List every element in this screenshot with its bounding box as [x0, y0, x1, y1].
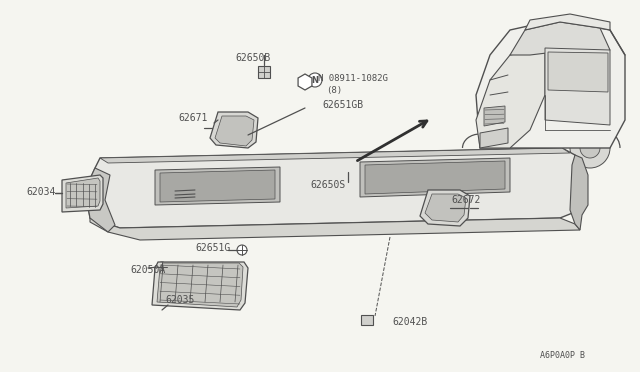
Polygon shape: [155, 167, 280, 205]
Text: 62650S: 62650S: [310, 180, 345, 190]
Circle shape: [225, 125, 234, 135]
Text: 62034: 62034: [26, 187, 56, 197]
Circle shape: [362, 317, 369, 324]
Polygon shape: [85, 168, 115, 232]
Polygon shape: [100, 148, 570, 163]
Polygon shape: [480, 128, 508, 148]
Text: 62672: 62672: [451, 195, 481, 205]
Text: N 08911-1082G: N 08911-1082G: [318, 74, 388, 83]
Polygon shape: [85, 148, 582, 228]
Text: 62035: 62035: [165, 295, 195, 305]
Text: 62671: 62671: [178, 113, 207, 123]
Circle shape: [412, 179, 419, 186]
Polygon shape: [361, 315, 373, 325]
Circle shape: [237, 245, 247, 255]
Polygon shape: [548, 52, 608, 92]
Polygon shape: [215, 116, 254, 146]
Polygon shape: [90, 218, 580, 240]
Polygon shape: [476, 20, 625, 148]
Text: (8): (8): [326, 86, 342, 94]
Circle shape: [241, 140, 248, 147]
Circle shape: [456, 176, 463, 183]
Polygon shape: [545, 48, 610, 125]
Circle shape: [196, 184, 204, 192]
Circle shape: [157, 262, 167, 272]
Polygon shape: [420, 190, 470, 226]
Circle shape: [436, 204, 444, 212]
Circle shape: [580, 138, 600, 158]
Text: 62651G: 62651G: [195, 243, 230, 253]
Polygon shape: [62, 175, 103, 212]
Polygon shape: [525, 14, 610, 30]
Polygon shape: [476, 48, 545, 148]
Polygon shape: [425, 194, 466, 222]
Polygon shape: [360, 158, 510, 197]
Text: A6P0A0P B: A6P0A0P B: [540, 352, 585, 360]
Text: 62050A: 62050A: [130, 265, 165, 275]
Polygon shape: [484, 106, 505, 126]
Text: 62650B: 62650B: [235, 53, 270, 63]
Polygon shape: [510, 22, 610, 58]
Text: N: N: [312, 76, 319, 84]
Text: 62651GB: 62651GB: [322, 100, 363, 110]
Text: 62042B: 62042B: [392, 317, 428, 327]
Polygon shape: [210, 112, 258, 148]
Polygon shape: [258, 66, 270, 78]
Circle shape: [454, 217, 461, 224]
Circle shape: [308, 73, 322, 87]
Polygon shape: [365, 161, 505, 194]
Polygon shape: [298, 74, 312, 90]
Polygon shape: [152, 262, 248, 310]
Polygon shape: [66, 178, 100, 208]
Polygon shape: [160, 170, 275, 202]
Polygon shape: [570, 155, 588, 230]
Polygon shape: [157, 263, 243, 307]
Circle shape: [570, 128, 610, 168]
